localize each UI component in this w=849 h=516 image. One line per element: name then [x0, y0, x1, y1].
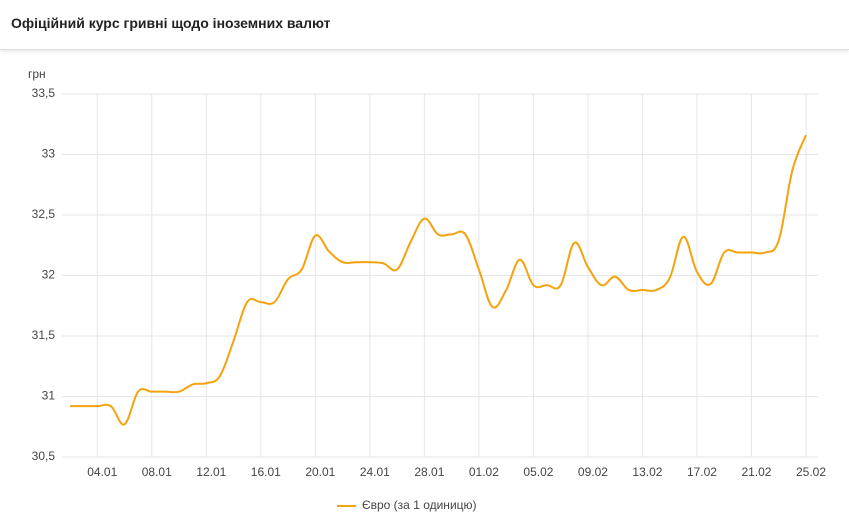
y-tick-label: 30,5	[32, 449, 56, 463]
line	[70, 134, 807, 426]
y-tick-label: 32,5	[32, 207, 56, 221]
x-tick-label: 05.02	[523, 465, 553, 479]
x-tick-label: 01.02	[469, 465, 499, 479]
y-tick-label: 31	[42, 389, 56, 403]
x-tick-label: 08.01	[142, 465, 172, 479]
y-unit: грн	[28, 67, 46, 81]
y-tick-label: 32	[42, 268, 56, 282]
x-tick-label: 04.01	[87, 465, 117, 479]
y-tick-label: 33	[42, 147, 56, 161]
x-tick-label: 17.02	[687, 465, 717, 479]
x-tick-label: 24.01	[360, 465, 390, 479]
y-tick-label: 33,5	[32, 86, 56, 100]
x-tick-label: 25.02	[796, 465, 826, 479]
x-tick-label: 20.01	[305, 465, 335, 479]
x-tick-label: 13.02	[632, 465, 662, 479]
x-tick-label: 16.01	[251, 465, 281, 479]
legend-label: Євро (за 1 одиницю)	[362, 498, 477, 512]
x-tick-label: 21.02	[741, 465, 771, 479]
x-tick-label: 09.02	[578, 465, 608, 479]
x-tick-label: 28.01	[414, 465, 444, 479]
header: Офіційний курс гривні щодо іноземних вал…	[0, 0, 849, 50]
title: Офіційний курс гривні щодо іноземних вал…	[11, 15, 331, 31]
y-tick-label: 31,5	[32, 328, 56, 342]
x-tick-label: 12.01	[196, 465, 226, 479]
